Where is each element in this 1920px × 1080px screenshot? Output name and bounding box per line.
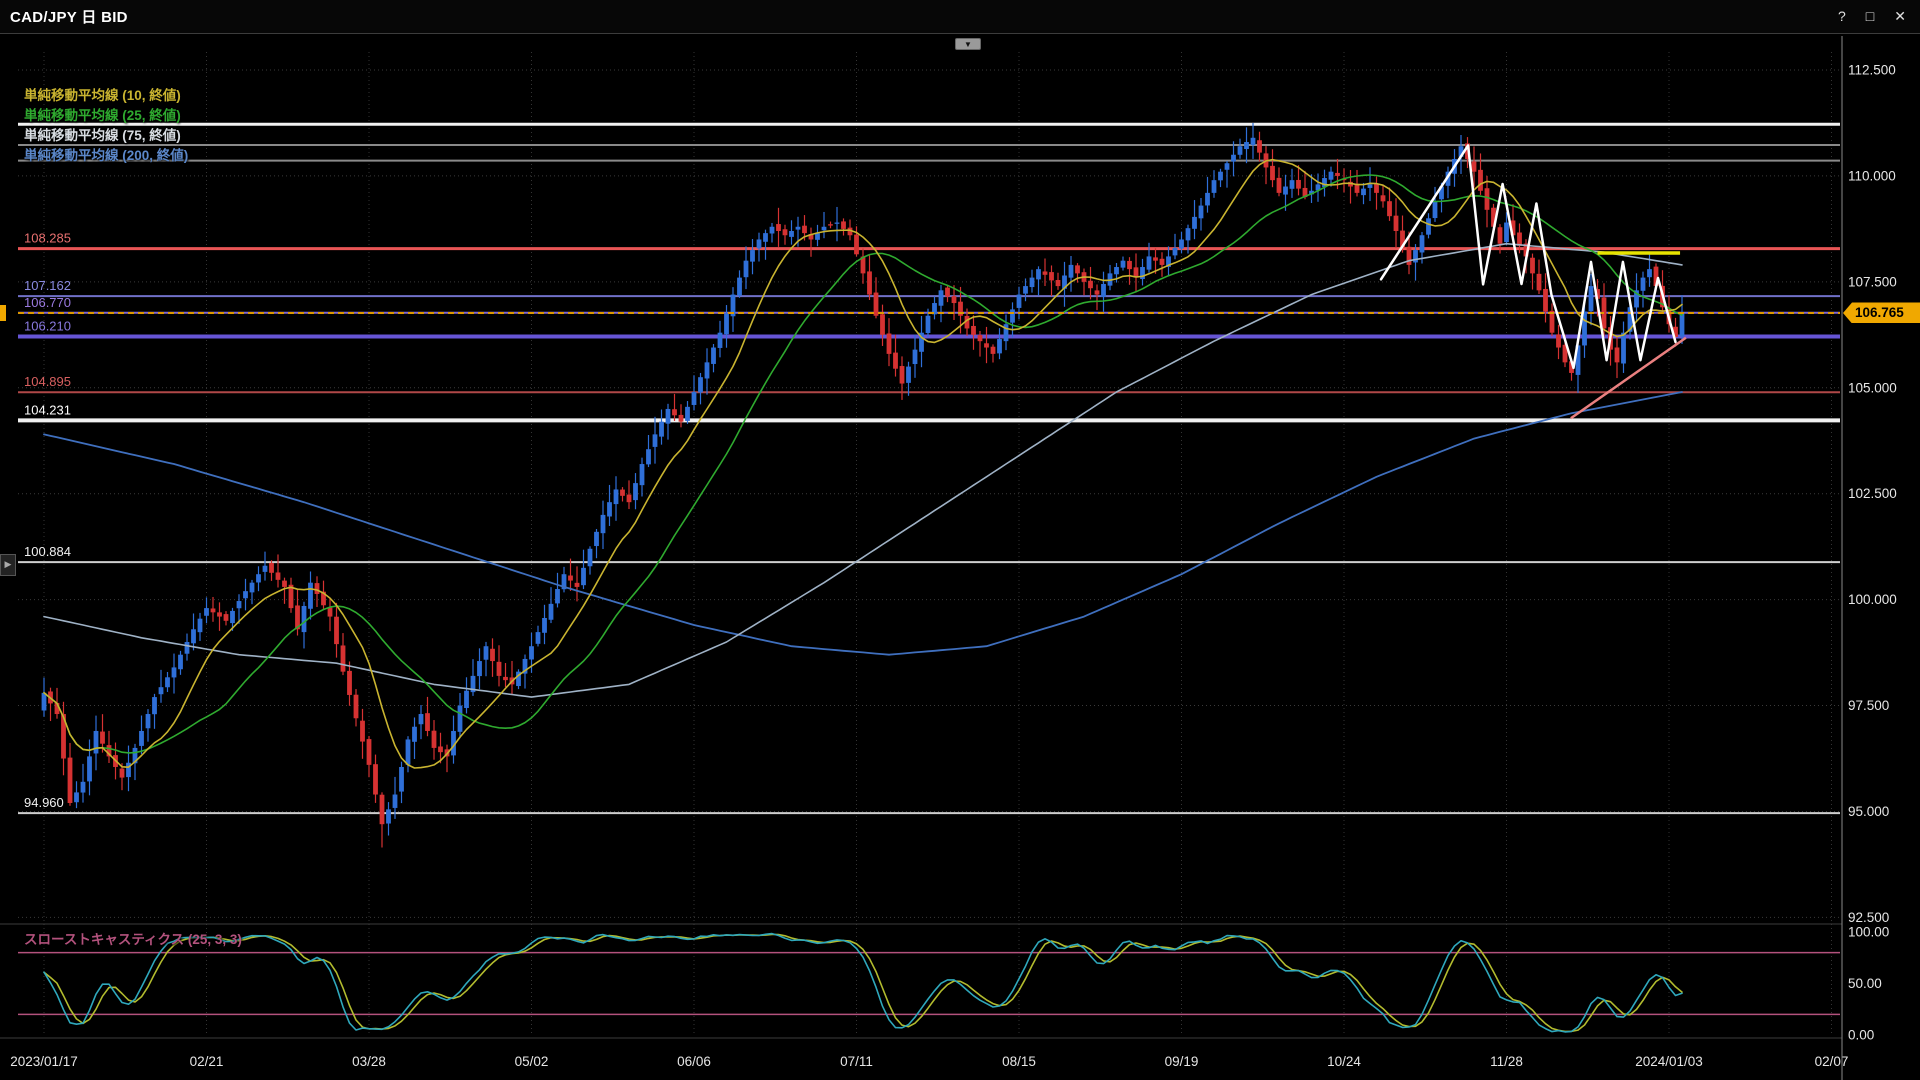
close-button[interactable]: ✕ [1894, 8, 1906, 24]
horizontal-price-lines[interactable]: 108.285 107.162 106.770 106.210 104.895 104.2… [18, 122, 1840, 815]
svg-text:97.500: 97.500 [1848, 698, 1889, 713]
legend-item-ma25: 単純移動平均線 (25, 終値) [24, 108, 181, 123]
help-button[interactable]: ? [1838, 8, 1846, 24]
left-scroll-arrow[interactable]: ▶ [0, 554, 16, 576]
svg-text:100.000: 100.000 [1848, 592, 1897, 607]
chevron-down-icon: ▼ [964, 40, 972, 49]
svg-text:94.960: 94.960 [24, 795, 64, 810]
stochastics-label: スローストキャスティクス (25, 3, 3) [24, 932, 242, 947]
legend-item-ma75: 単純移動平均線 (75, 終値) [24, 128, 181, 143]
svg-text:02/07: 02/07 [1815, 1054, 1849, 1069]
grid-lines [18, 52, 1840, 1035]
svg-text:107.500: 107.500 [1848, 274, 1897, 289]
chart-dropdown-button[interactable]: ▼ [955, 38, 981, 50]
svg-text:107.162: 107.162 [24, 278, 71, 293]
svg-text:100.884: 100.884 [24, 544, 71, 559]
stochastics-panel [18, 932, 1840, 1033]
svg-text:110.000: 110.000 [1848, 168, 1896, 183]
maximize-button[interactable]: □ [1865, 8, 1875, 24]
svg-text:112.500: 112.500 [1848, 63, 1896, 78]
svg-text:108.285: 108.285 [24, 231, 71, 246]
svg-text:06/06: 06/06 [677, 1054, 711, 1069]
svg-text:106.770: 106.770 [24, 295, 71, 310]
arrow-right-icon: ▶ [4, 559, 12, 569]
drawing-annotations[interactable] [1379, 144, 1687, 420]
moving-average-lines [43, 158, 1683, 769]
svg-text:100.00: 100.00 [1848, 925, 1889, 940]
svg-text:07/11: 07/11 [840, 1054, 873, 1069]
window-titlebar: CAD/JPY 日 BID ? □ ✕ [0, 0, 1920, 34]
svg-text:10/24: 10/24 [1327, 1054, 1361, 1069]
legend-item-ma10: 単純移動平均線 (10, 終値) [24, 88, 181, 103]
current-price-left-marker [0, 304, 6, 321]
svg-text:105.000: 105.000 [1848, 380, 1897, 395]
svg-text:102.500: 102.500 [1848, 486, 1897, 501]
svg-text:09/19: 09/19 [1165, 1054, 1199, 1069]
svg-text:104.231: 104.231 [24, 402, 71, 417]
pink-trend-line [1570, 336, 1687, 420]
svg-text:50.00: 50.00 [1848, 976, 1882, 991]
svg-text:92.500: 92.500 [1848, 910, 1889, 925]
candlesticks [41, 122, 1685, 848]
svg-text:104.895: 104.895 [24, 374, 71, 389]
svg-text:11/28: 11/28 [1490, 1054, 1523, 1069]
axis-labels: 112.500 110.000 107.500 105.000 102.500 100.0… [10, 63, 1897, 1070]
svg-text:0.00: 0.00 [1848, 1028, 1874, 1043]
svg-text:2024/01/03: 2024/01/03 [1635, 1054, 1703, 1069]
ma-legend: 単純移動平均線 (10, 終値) 単純移動平均線 (25, 終値) 単純移動平均… [24, 86, 188, 166]
current-price-tag: 106.765 [1843, 302, 1920, 324]
svg-text:05/02: 05/02 [515, 1054, 549, 1069]
svg-text:08/15: 08/15 [1002, 1054, 1036, 1069]
svg-text:03/28: 03/28 [352, 1054, 386, 1069]
svg-text:02/21: 02/21 [190, 1054, 224, 1069]
svg-text:106.210: 106.210 [24, 319, 71, 334]
legend-item-ma200: 単純移動平均線 (200, 終値) [24, 148, 189, 163]
svg-text:2023/01/17: 2023/01/17 [10, 1054, 78, 1069]
svg-text:95.000: 95.000 [1848, 804, 1889, 819]
window-title: CAD/JPY 日 BID [10, 9, 128, 26]
